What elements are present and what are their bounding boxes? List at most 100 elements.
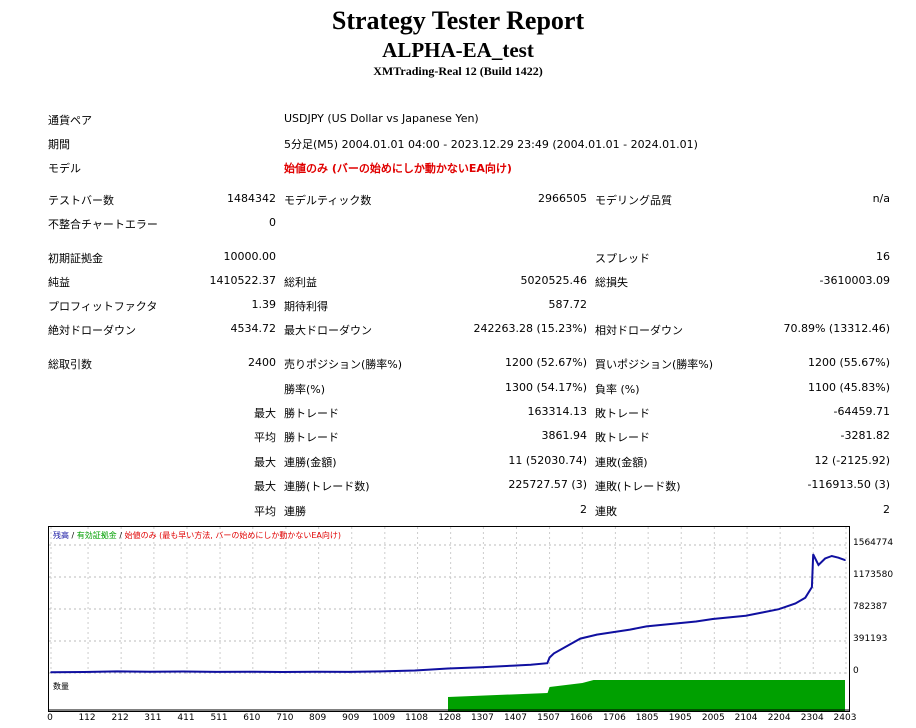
balance-point bbox=[513, 664, 515, 667]
balance-point bbox=[116, 670, 118, 673]
legend-equity: 有効証拠金 bbox=[76, 531, 117, 540]
short-label: 売りポジション(勝率%) bbox=[284, 358, 403, 371]
win-label: 勝率(%) bbox=[284, 383, 326, 396]
volume-chart-svg bbox=[49, 680, 849, 711]
ticks-label: モデルティック数 bbox=[284, 194, 372, 207]
x-tick-label: 2104 bbox=[734, 713, 758, 723]
avg-win-label: 勝トレード bbox=[284, 431, 339, 444]
balance-point bbox=[347, 671, 350, 673]
model-label: モデル bbox=[48, 162, 81, 175]
avg-cons-loss-label: 連敗 bbox=[595, 505, 617, 518]
net-label: 純益 bbox=[48, 276, 70, 289]
y-tick-label: 782387 bbox=[853, 602, 888, 612]
avg-loss-value: -3281.82 bbox=[840, 429, 890, 442]
balance-point bbox=[566, 645, 568, 647]
legend-balance: 残高 bbox=[53, 531, 69, 540]
balance-point bbox=[314, 670, 317, 673]
trades-label: 総取引数 bbox=[48, 358, 92, 371]
balance-point bbox=[761, 611, 764, 614]
balance-point bbox=[811, 586, 813, 588]
max-win-value: 163314.13 bbox=[527, 405, 588, 418]
x-tick-label: 1606 bbox=[569, 713, 593, 723]
x-tick-label: 411 bbox=[177, 713, 195, 723]
rel-dd-label: 相対ドローダウン bbox=[595, 324, 683, 337]
avg-loss-label: 敗トレード bbox=[595, 431, 650, 444]
max-dd-value: 242263.28 (15.23%) bbox=[473, 322, 587, 335]
balance-point bbox=[645, 625, 648, 628]
max-loss-value: -64459.71 bbox=[833, 405, 890, 418]
balance-point bbox=[794, 602, 797, 605]
gross-loss-value: -3610003.09 bbox=[819, 274, 890, 287]
balance-point bbox=[548, 656, 551, 659]
bars-value: 1484342 bbox=[227, 192, 276, 205]
legend-model: 始値のみ (最も早い方法, バーの始めにしか動かないEA向け) bbox=[124, 531, 341, 540]
mismatch-label: 不整合チャートエラー bbox=[48, 218, 158, 231]
avg-cons-loss-value: 2 bbox=[883, 503, 890, 516]
balance-point bbox=[414, 669, 416, 672]
balance-point bbox=[744, 614, 747, 617]
win-value: 1300 (54.17%) bbox=[504, 381, 587, 394]
max-cons-count-label: 最大 bbox=[254, 480, 276, 493]
x-tick-label: 112 bbox=[78, 713, 96, 723]
report-title: Strategy Tester Report bbox=[331, 6, 585, 35]
quality-value: n/a bbox=[872, 192, 890, 205]
lose-value: 1100 (45.83%) bbox=[807, 381, 890, 394]
x-tick-label: 1507 bbox=[537, 713, 561, 723]
balance-point bbox=[812, 553, 815, 556]
balance-point bbox=[817, 564, 820, 566]
x-tick-label: 1208 bbox=[438, 713, 462, 723]
payoff-value: 587.72 bbox=[548, 298, 588, 311]
balance-point bbox=[728, 616, 731, 619]
balance-point bbox=[837, 556, 840, 559]
balance-series-line bbox=[50, 553, 846, 674]
gross-profit-label: 総利益 bbox=[284, 276, 317, 289]
x-tick-label: 2403 bbox=[833, 713, 857, 723]
max-dd-label: 最大ドローダウン bbox=[284, 324, 372, 337]
ticks-value: 2966505 bbox=[538, 192, 587, 205]
rel-dd-value: 70.89% (13312.46) bbox=[783, 322, 890, 335]
expert-name: ALPHA-EA_test bbox=[382, 38, 534, 62]
balance-point bbox=[83, 671, 85, 673]
period-value: 5分足(M5) 2004.01.01 04:00 - 2023.12.29 23… bbox=[284, 138, 698, 151]
volume-area bbox=[448, 680, 845, 711]
long-value: 1200 (55.67%) bbox=[807, 356, 890, 369]
balance-point bbox=[678, 622, 681, 624]
x-tick-label: 2304 bbox=[800, 713, 824, 723]
balance-point bbox=[778, 608, 780, 610]
max-loss-label: 敗トレード bbox=[595, 407, 650, 420]
max-trade-label: 最大 bbox=[254, 407, 276, 420]
balance-point bbox=[480, 666, 482, 669]
balance-point bbox=[182, 670, 185, 673]
trades-value: 2400 bbox=[248, 356, 276, 369]
x-tick-label: 1407 bbox=[504, 713, 527, 723]
balance-point bbox=[844, 559, 846, 561]
mismatch-value: 0 bbox=[269, 216, 276, 229]
volume-label: 数量 bbox=[53, 682, 69, 691]
deposit-label: 初期証拠金 bbox=[48, 252, 103, 265]
avg-cons-label: 平均 bbox=[254, 505, 276, 518]
model-value: 始値のみ (バーの始めにしか動かないEA向け) bbox=[284, 162, 512, 175]
abs-dd-label: 絶対ドローダウン bbox=[48, 324, 136, 337]
balance-point bbox=[629, 628, 631, 631]
abs-dd-value: 4534.72 bbox=[230, 322, 277, 335]
avg-trade-label: 平均 bbox=[254, 431, 276, 444]
gross-profit-value: 5020525.46 bbox=[520, 274, 587, 287]
net-value: 1410522.37 bbox=[209, 274, 276, 287]
deposit-value: 10000.00 bbox=[223, 250, 277, 263]
symbol-label: 通貨ペア bbox=[48, 114, 92, 127]
balance-point bbox=[215, 671, 218, 673]
cons-loss-count-value: -116913.50 (3) bbox=[807, 478, 890, 491]
spread-label: スプレッド bbox=[595, 252, 650, 265]
x-tick-label: 710 bbox=[276, 713, 294, 723]
x-tick-label: 809 bbox=[309, 713, 327, 723]
balance-point bbox=[553, 652, 555, 655]
x-tick-label: 1706 bbox=[602, 713, 626, 723]
balance-point bbox=[596, 633, 598, 636]
balance-point bbox=[529, 664, 532, 666]
y-tick-label: 1173580 bbox=[853, 570, 894, 580]
balance-point bbox=[612, 631, 615, 633]
cons-loss-money-value: 12 (-2125.92) bbox=[814, 454, 890, 467]
balance-point bbox=[281, 671, 284, 673]
period-label: 期間 bbox=[48, 138, 70, 151]
balance-point bbox=[447, 667, 449, 670]
